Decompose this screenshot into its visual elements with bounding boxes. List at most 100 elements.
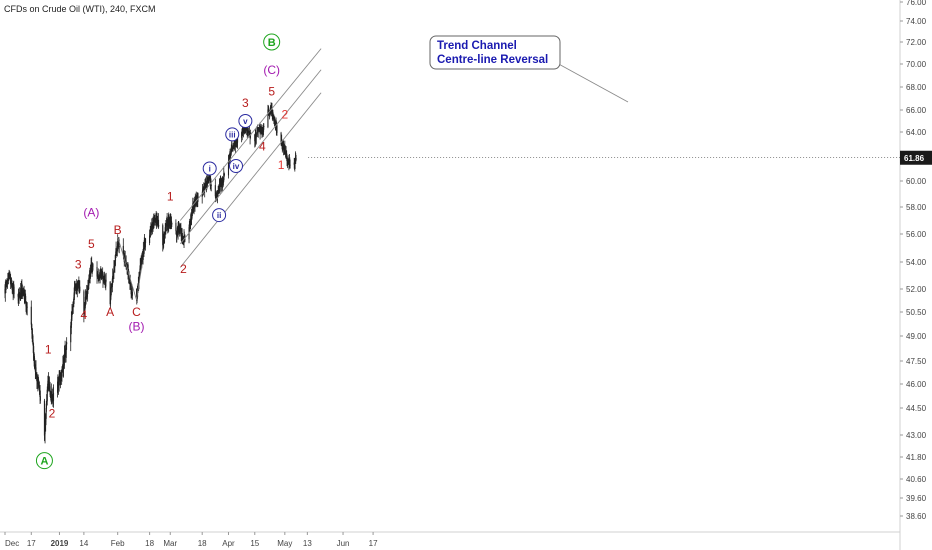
y-tick-label: 56.00 bbox=[906, 230, 927, 239]
candle-body bbox=[142, 249, 144, 256]
candle-body bbox=[230, 153, 232, 157]
y-tick-label: 68.00 bbox=[906, 83, 927, 92]
candle-body bbox=[88, 277, 90, 286]
y-tick-label: 40.60 bbox=[906, 475, 927, 484]
candle-body bbox=[241, 130, 243, 135]
candle-body bbox=[227, 160, 230, 176]
candle-body bbox=[228, 154, 230, 161]
y-tick-label: 74.00 bbox=[906, 17, 927, 26]
candle-body bbox=[20, 288, 22, 299]
x-tick-label: Feb bbox=[111, 539, 125, 548]
candle-body bbox=[118, 245, 120, 248]
callout-box bbox=[429, 35, 561, 70]
wave-label: 1 bbox=[278, 158, 285, 172]
chart-title: CFDs on Crude Oil (WTI), 240, FXCM bbox=[4, 4, 156, 14]
wave-label-circle bbox=[238, 114, 253, 128]
wave-label: ii bbox=[217, 211, 221, 220]
candle-body bbox=[236, 139, 238, 143]
channel-line-1[interactable] bbox=[179, 48, 322, 221]
y-tick-label: 52.00 bbox=[906, 285, 927, 294]
candle-body bbox=[289, 164, 291, 166]
wave-label: 3 bbox=[75, 258, 82, 272]
candle-body bbox=[182, 238, 184, 240]
x-tick-label: 17 bbox=[369, 539, 378, 548]
candle-body bbox=[39, 396, 41, 401]
wave-label: C bbox=[132, 305, 141, 319]
candle-body bbox=[96, 266, 98, 277]
candle-body bbox=[153, 220, 155, 226]
wave-label: 4 bbox=[81, 308, 88, 322]
candle-body bbox=[114, 255, 117, 262]
wave-label-circle bbox=[212, 208, 227, 223]
wave-label: B bbox=[114, 223, 122, 237]
candle-body bbox=[257, 129, 259, 133]
wave-label-circle bbox=[263, 33, 281, 51]
x-tick-label: 14 bbox=[79, 539, 88, 548]
candle-body bbox=[47, 380, 49, 391]
y-tick-label: 58.00 bbox=[906, 203, 927, 212]
candle-body bbox=[46, 389, 48, 402]
candle-body bbox=[30, 306, 32, 325]
annotation-callout[interactable]: Trend Channel Centre-line Reversal bbox=[429, 35, 629, 103]
candle-body bbox=[91, 268, 93, 270]
candle-body bbox=[254, 134, 256, 142]
y-tick-label: 47.50 bbox=[906, 357, 927, 366]
candle-body bbox=[223, 173, 225, 176]
candle-body bbox=[170, 217, 172, 224]
wave-label: 4 bbox=[259, 139, 266, 153]
candle-body bbox=[109, 299, 112, 304]
callout-line-2: Centre-line Reversal bbox=[437, 54, 548, 66]
y-tick-label: 76.00 bbox=[906, 0, 927, 7]
wave-label: A bbox=[106, 305, 114, 319]
trend-channel bbox=[179, 48, 322, 268]
wave-label: iii bbox=[229, 130, 236, 139]
candle-body bbox=[177, 229, 179, 235]
candle-body bbox=[270, 109, 272, 113]
last-price-label: 61.86 bbox=[904, 154, 925, 163]
candle-body bbox=[276, 125, 278, 133]
candle-body bbox=[175, 222, 177, 232]
candle-body bbox=[61, 369, 63, 378]
x-tick-label: Apr bbox=[222, 539, 235, 548]
x-tick-label: May bbox=[277, 539, 292, 548]
y-tick-label: 43.00 bbox=[906, 431, 927, 440]
candle-body bbox=[294, 160, 296, 164]
candle-body bbox=[195, 201, 197, 206]
candle-body bbox=[92, 264, 94, 267]
candle-body bbox=[205, 182, 207, 187]
last-price-tag bbox=[900, 150, 932, 165]
candle-body bbox=[284, 145, 286, 151]
candle-body bbox=[109, 281, 111, 304]
candle-body bbox=[86, 292, 88, 299]
y-tick-label: 66.00 bbox=[906, 106, 927, 115]
y-tick-label: 60.00 bbox=[906, 177, 927, 186]
wave-connector-line bbox=[136, 264, 143, 300]
wave-label-circle bbox=[202, 161, 217, 176]
candle-body bbox=[32, 335, 34, 345]
y-tick-label: 70.00 bbox=[906, 60, 927, 69]
candle-body bbox=[271, 108, 273, 113]
candle-body bbox=[237, 137, 239, 143]
candle-body bbox=[49, 386, 51, 395]
candle-body bbox=[255, 135, 257, 138]
y-tick-label: 44.50 bbox=[906, 404, 927, 413]
wave-label: 2 bbox=[180, 262, 187, 276]
candle-body bbox=[105, 279, 107, 282]
candle-body bbox=[64, 348, 66, 356]
candle-body bbox=[140, 260, 142, 265]
candle-body bbox=[141, 258, 143, 260]
candle-body bbox=[97, 274, 99, 279]
candle-body bbox=[180, 228, 182, 236]
y-tick-label: 46.00 bbox=[906, 380, 927, 389]
x-tick-label: 17 bbox=[27, 539, 36, 548]
wave-label-circle bbox=[228, 159, 243, 173]
candle-body bbox=[247, 130, 249, 133]
candle-body bbox=[129, 281, 131, 283]
x-tick-label: Jun bbox=[337, 539, 350, 548]
candle-body bbox=[71, 310, 73, 318]
channel-line-3[interactable] bbox=[179, 92, 322, 268]
y-tick-label: 39.60 bbox=[906, 494, 927, 503]
x-tick-label: 2019 bbox=[51, 539, 69, 548]
channel-line-2[interactable] bbox=[179, 69, 322, 245]
